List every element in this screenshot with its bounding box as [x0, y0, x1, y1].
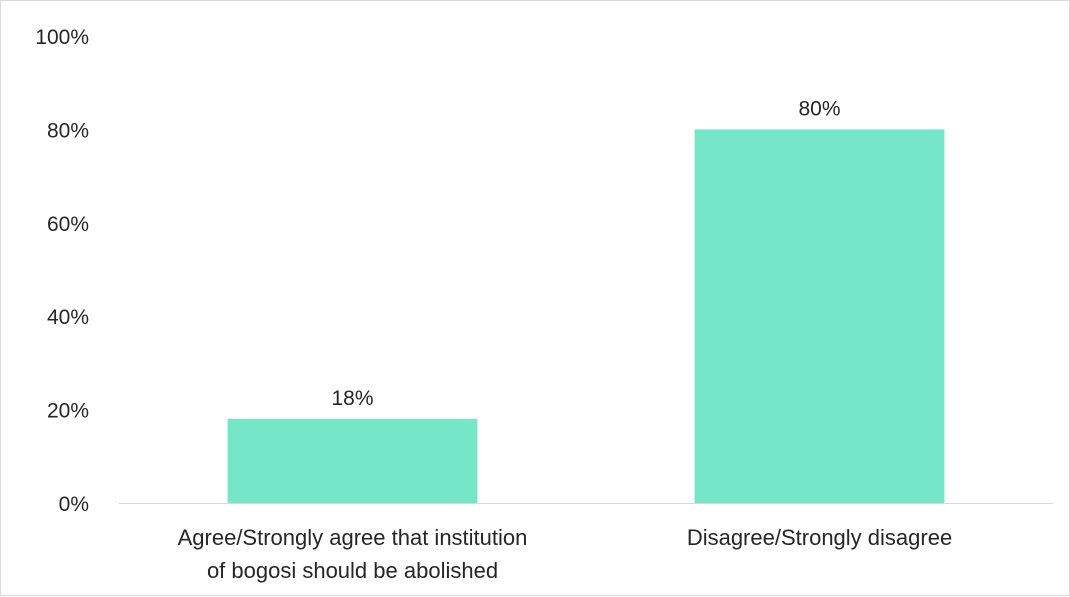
y-tick-label: 40%	[47, 306, 89, 329]
data-label: 18%	[331, 387, 373, 410]
y-tick-label: 80%	[47, 119, 89, 142]
bar	[694, 129, 945, 503]
y-tick-label: 100%	[35, 26, 89, 49]
bar	[227, 418, 478, 503]
category-label: Disagree/Strongly disagree	[687, 525, 952, 550]
y-axis-tick-labels: 0% 20% 40% 60% 80% 100%	[35, 26, 89, 516]
category-labels: Agree/Strongly agree that institution of …	[178, 525, 953, 583]
category-label-line: Agree/Strongly agree that institution	[178, 525, 528, 550]
y-tick-label: 0%	[59, 493, 89, 516]
y-tick-label: 60%	[47, 213, 89, 236]
bars	[227, 129, 945, 503]
y-tick-label: 20%	[47, 400, 89, 423]
category-label: Agree/Strongly agree that institution of …	[178, 525, 528, 583]
category-label-line: of bogosi should be abolished	[207, 558, 498, 583]
category-label-line: Disagree/Strongly disagree	[687, 525, 952, 550]
data-labels: 18% 80%	[331, 97, 840, 410]
data-label: 80%	[798, 97, 840, 120]
